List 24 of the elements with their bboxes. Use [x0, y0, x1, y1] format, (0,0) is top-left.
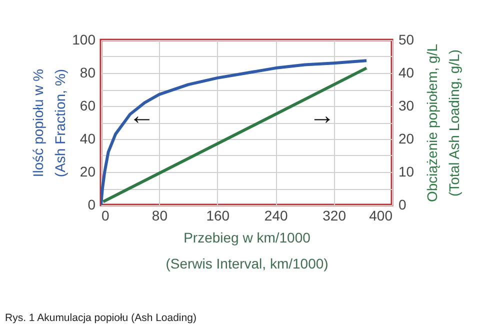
x-tick-label: 320	[322, 208, 346, 224]
x-tick-label: 400	[369, 208, 393, 224]
annotation: →	[309, 100, 336, 130]
x-tick-label: 240	[264, 208, 288, 224]
y-tick-label: 100	[72, 32, 96, 48]
x-tick-label: 160	[206, 208, 230, 224]
x-axis-title: Przebieg w km/1000 (Serwis Interval, km/1000)	[166, 230, 328, 272]
y-tick-label: 40	[80, 130, 96, 146]
annotation: ←	[128, 100, 155, 130]
y-tick-label: 20	[80, 164, 96, 180]
y2-tick-label: 40	[398, 64, 414, 80]
y2-tick-label: 50	[398, 32, 414, 48]
y-axis-title: Ilość popiołu w % (Ash Fraction, %)	[30, 68, 68, 178]
text: Rys. 1 Akumulacja popiołu (Ash Loading)	[5, 312, 196, 324]
x-tick-label: 0	[102, 208, 110, 224]
y2-tick-label: 10	[398, 164, 414, 180]
y-tick-label: 80	[80, 64, 96, 80]
y2-tick-label: 0	[398, 196, 406, 212]
y-tick-label: 0	[88, 196, 96, 212]
y2-tick-label: 20	[398, 130, 414, 146]
y-tick-label: 60	[80, 98, 96, 114]
y2-tick-label: 30	[398, 98, 414, 114]
y2-axis-title: Obciążenie popiołem, g/L (Total Ash Loading, g/L)	[424, 44, 462, 202]
x-tick-label: 80	[152, 208, 168, 224]
